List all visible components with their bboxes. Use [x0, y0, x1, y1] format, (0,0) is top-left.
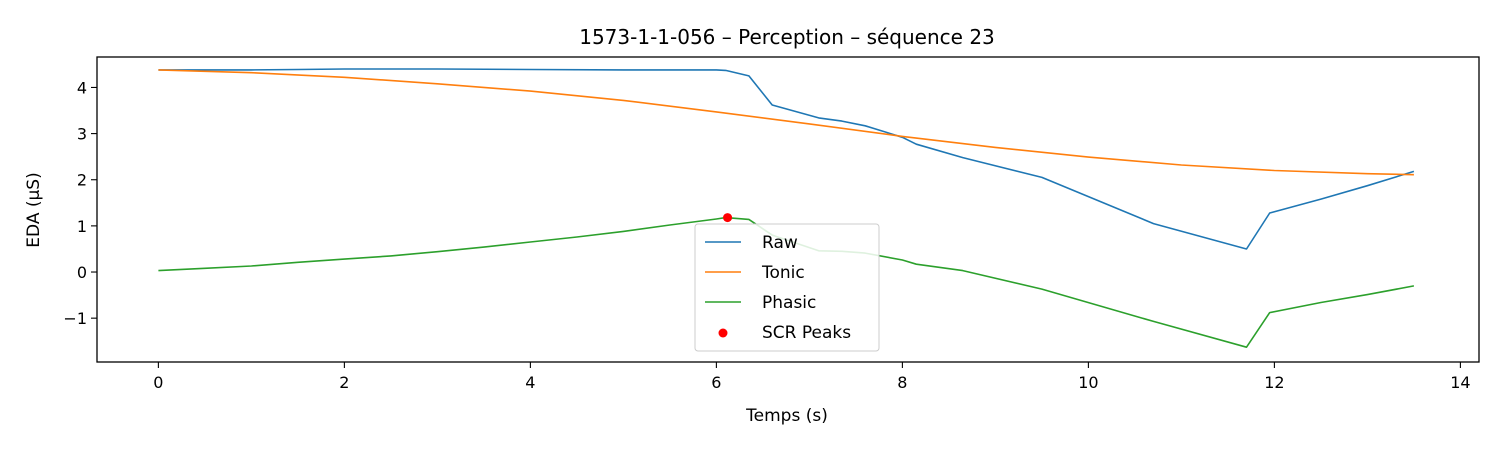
- x-axis-label: Temps (s): [745, 406, 828, 426]
- y-tick-label: 2: [77, 171, 87, 190]
- legend-label-phasic: Phasic: [762, 293, 816, 313]
- x-axis: 0 2 4 6 8 10 12 14: [153, 362, 1471, 392]
- x-tick-label: 8: [897, 373, 907, 392]
- legend-label-raw: Raw: [762, 233, 798, 253]
- series-line-tonic: [158, 69, 1414, 176]
- plot-frame: [96, 56, 1480, 363]
- legend-label-scr-peaks: SCR Peaks: [762, 323, 851, 343]
- y-tick-label: −1: [63, 309, 87, 328]
- chart-title: 1573-1-1-056 – Perception – séquence 23: [579, 25, 995, 49]
- scr-peak-point: [723, 213, 733, 223]
- series-line-raw: [158, 68, 1415, 250]
- x-tick-label: 14: [1450, 373, 1470, 392]
- y-tick-label: 3: [77, 125, 87, 144]
- y-tick-label: 0: [77, 263, 87, 282]
- x-tick-label: 6: [711, 373, 721, 392]
- legend-box: [694, 223, 880, 352]
- series-line-phasic: [158, 216, 1415, 349]
- y-axis: −1 0 1 2 3 4: [63, 78, 97, 328]
- x-tick-label: 2: [339, 373, 349, 392]
- legend-swatch-scr-peaks: [718, 328, 728, 338]
- y-axis-label: EDA (µS): [24, 172, 44, 247]
- plot-area: [96, 56, 1480, 363]
- x-tick-label: 12: [1264, 373, 1284, 392]
- x-tick-label: 4: [525, 373, 535, 392]
- y-tick-label: 4: [77, 78, 87, 97]
- legend: Raw Tonic Phasic SCR Peaks: [694, 223, 880, 352]
- x-tick-label: 10: [1078, 373, 1098, 392]
- legend-label-tonic: Tonic: [761, 263, 805, 283]
- y-tick-label: 1: [77, 217, 87, 236]
- x-tick-label: 0: [153, 373, 163, 392]
